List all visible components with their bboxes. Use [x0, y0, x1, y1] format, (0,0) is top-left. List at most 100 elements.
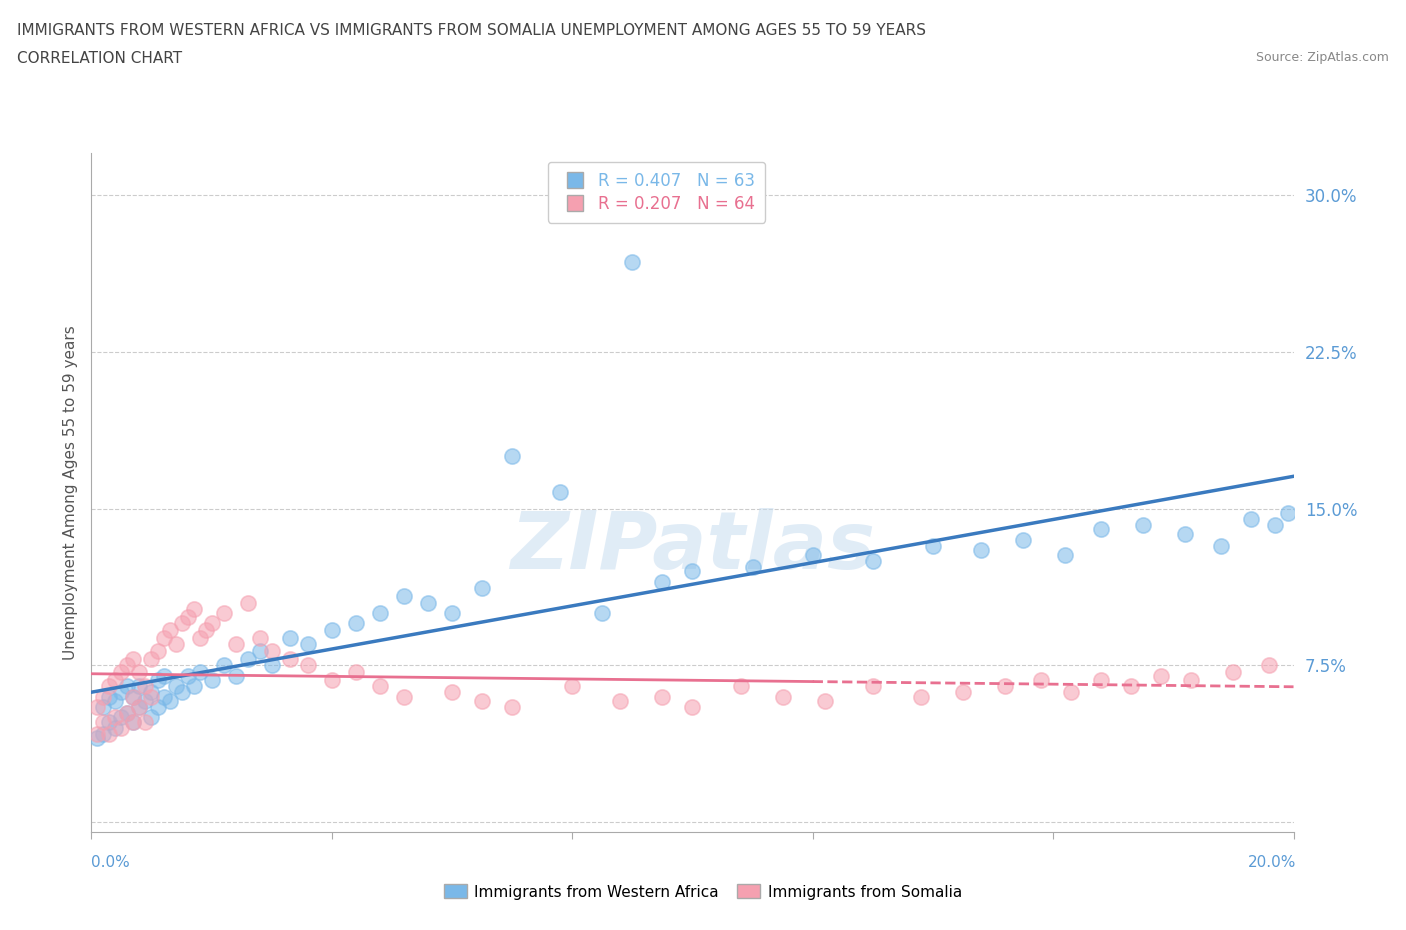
- Point: [260, 658, 283, 672]
- Point: [146, 699, 169, 714]
- Point: [183, 679, 205, 694]
- Point: [86, 726, 108, 741]
- Point: [93, 689, 115, 704]
- Point: [159, 693, 181, 708]
- Point: [98, 714, 121, 729]
- Point: [1054, 547, 1077, 562]
- Point: [609, 693, 631, 708]
- Point: [86, 699, 108, 714]
- Point: [176, 610, 198, 625]
- Point: [117, 706, 139, 721]
- Point: [321, 622, 343, 637]
- Point: [225, 637, 247, 652]
- Point: [814, 693, 837, 708]
- Point: [970, 543, 993, 558]
- Point: [1264, 518, 1286, 533]
- Point: [141, 689, 163, 704]
- Point: [321, 672, 343, 687]
- Point: [1240, 512, 1263, 526]
- Point: [225, 669, 247, 684]
- Point: [128, 699, 150, 714]
- Point: [128, 664, 150, 679]
- Point: [122, 689, 145, 704]
- Point: [152, 689, 174, 704]
- Point: [128, 699, 150, 714]
- Point: [1090, 672, 1112, 687]
- Point: [416, 595, 439, 610]
- Point: [368, 605, 391, 620]
- Point: [591, 605, 613, 620]
- Point: [471, 580, 494, 595]
- Point: [93, 726, 115, 741]
- Point: [1180, 672, 1202, 687]
- Point: [952, 685, 974, 700]
- Text: CORRELATION CHART: CORRELATION CHART: [17, 51, 181, 66]
- Point: [862, 553, 884, 568]
- Point: [392, 589, 415, 604]
- Point: [134, 679, 156, 694]
- Text: 20.0%: 20.0%: [1249, 855, 1296, 870]
- Point: [772, 689, 794, 704]
- Point: [471, 693, 494, 708]
- Point: [98, 689, 121, 704]
- Point: [110, 710, 132, 724]
- Point: [561, 679, 583, 694]
- Point: [98, 726, 121, 741]
- Point: [212, 605, 235, 620]
- Point: [104, 721, 127, 736]
- Point: [86, 731, 108, 746]
- Point: [122, 714, 145, 729]
- Point: [117, 706, 139, 721]
- Point: [141, 710, 163, 724]
- Point: [501, 699, 523, 714]
- Point: [1222, 664, 1244, 679]
- Point: [159, 622, 181, 637]
- Point: [93, 714, 115, 729]
- Point: [1211, 538, 1233, 553]
- Point: [440, 685, 463, 700]
- Point: [651, 574, 673, 589]
- Point: [104, 672, 127, 687]
- Text: 0.0%: 0.0%: [91, 855, 131, 870]
- Point: [236, 652, 259, 667]
- Text: IMMIGRANTS FROM WESTERN AFRICA VS IMMIGRANTS FROM SOMALIA UNEMPLOYMENT AMONG AGE: IMMIGRANTS FROM WESTERN AFRICA VS IMMIGR…: [17, 23, 927, 38]
- Point: [201, 672, 224, 687]
- Point: [176, 669, 198, 684]
- Point: [501, 449, 523, 464]
- Point: [260, 644, 283, 658]
- Text: Source: ZipAtlas.com: Source: ZipAtlas.com: [1256, 51, 1389, 64]
- Point: [134, 693, 156, 708]
- Point: [152, 669, 174, 684]
- Point: [152, 631, 174, 645]
- Point: [1150, 669, 1173, 684]
- Point: [117, 658, 139, 672]
- Point: [122, 689, 145, 704]
- Point: [681, 699, 703, 714]
- Point: [621, 255, 644, 270]
- Point: [440, 605, 463, 620]
- Point: [188, 664, 211, 679]
- Point: [862, 679, 884, 694]
- Point: [278, 631, 301, 645]
- Point: [134, 714, 156, 729]
- Point: [104, 710, 127, 724]
- Legend: Immigrants from Western Africa, Immigrants from Somalia: Immigrants from Western Africa, Immigran…: [437, 878, 969, 906]
- Point: [104, 693, 127, 708]
- Point: [801, 547, 824, 562]
- Point: [1029, 672, 1052, 687]
- Point: [1258, 658, 1281, 672]
- Point: [122, 714, 145, 729]
- Point: [1174, 526, 1197, 541]
- Point: [1090, 522, 1112, 537]
- Point: [93, 699, 115, 714]
- Point: [165, 679, 187, 694]
- Point: [146, 644, 169, 658]
- Point: [1277, 505, 1299, 520]
- Point: [128, 679, 150, 694]
- Point: [194, 622, 217, 637]
- Point: [730, 679, 752, 694]
- Text: ZIPatlas: ZIPatlas: [510, 508, 875, 586]
- Point: [1132, 518, 1154, 533]
- Point: [994, 679, 1017, 694]
- Legend: R = 0.407   N = 63, R = 0.207   N = 64: R = 0.407 N = 63, R = 0.207 N = 64: [548, 162, 765, 223]
